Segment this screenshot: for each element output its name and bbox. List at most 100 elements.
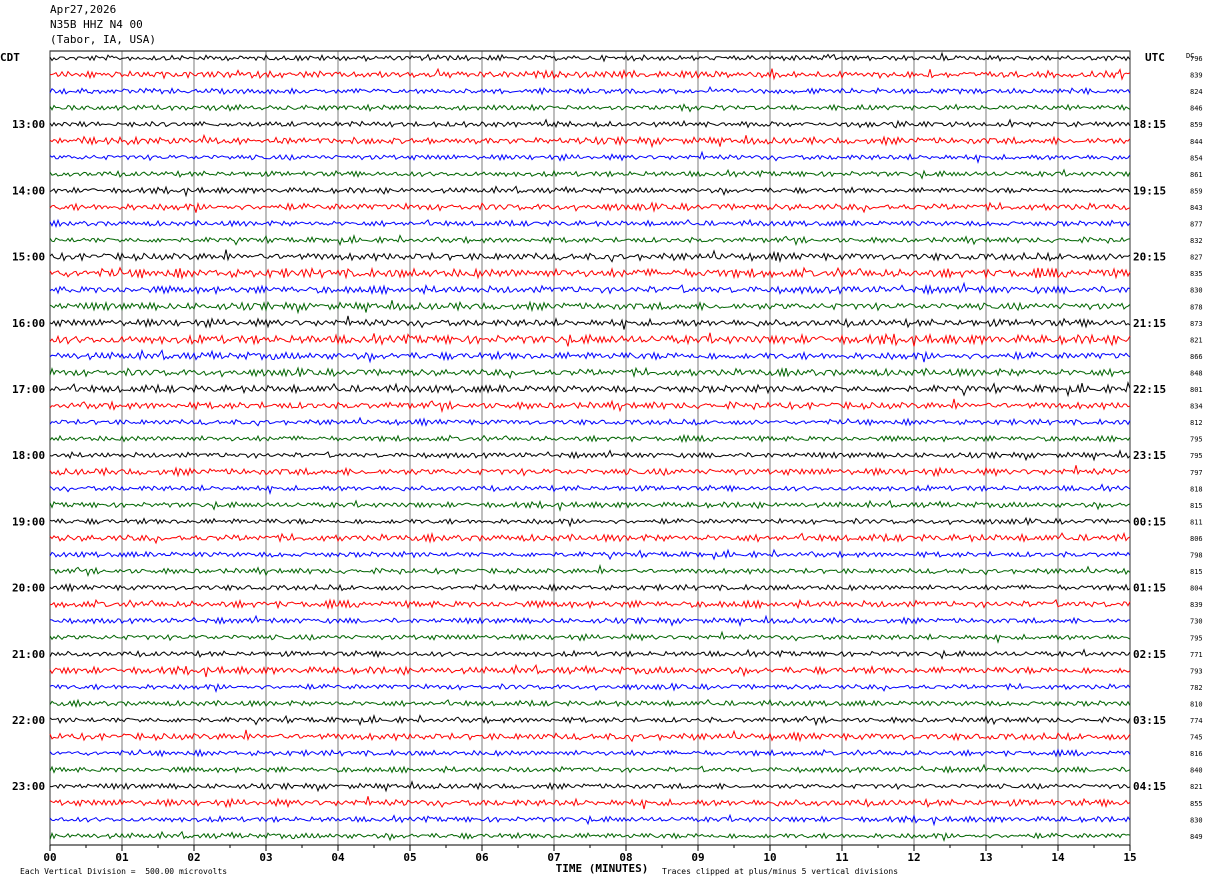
- hour-label-utc: 18:15: [1133, 118, 1166, 131]
- dc-offset-label: 795: [1190, 452, 1203, 460]
- trace-line: [49, 763, 1131, 774]
- x-tick-label: 08: [619, 851, 632, 864]
- dc-offset-label: 815: [1190, 502, 1203, 510]
- dc-offset-label: 873: [1190, 320, 1203, 328]
- dc-offset-label: 793: [1190, 667, 1203, 675]
- trace-line: [49, 582, 1131, 593]
- header-date: Apr27,2026: [50, 3, 117, 16]
- dc-offset-label: 815: [1190, 568, 1203, 576]
- trace-line: [49, 366, 1131, 380]
- trace-line: [49, 698, 1131, 708]
- hour-label-cdt: 15:00: [12, 251, 45, 264]
- plot-frame: [49, 50, 1131, 846]
- dc-offset-label: 855: [1190, 800, 1203, 808]
- hour-label-cdt: 20:00: [12, 582, 45, 595]
- dc-offset-label: 797: [1190, 469, 1203, 477]
- dc-offset-label: 830: [1190, 287, 1203, 295]
- x-tick-label: 07: [547, 851, 560, 864]
- trace-line: [49, 67, 1131, 81]
- hour-label-cdt: 17:00: [12, 383, 45, 396]
- x-tick-label: 04: [331, 851, 345, 864]
- trace-line: [49, 218, 1131, 229]
- x-tick-label: 01: [115, 851, 129, 864]
- dc-offset-label: 774: [1190, 717, 1203, 725]
- x-tick-label: 09: [691, 851, 704, 864]
- trace-line: [49, 748, 1131, 758]
- x-tick-label: 10: [763, 851, 776, 864]
- hour-label-utc: 22:15: [1133, 383, 1166, 396]
- dc-offset-label: 861: [1190, 171, 1203, 179]
- trace-line: [49, 433, 1131, 444]
- trace-line: [49, 85, 1131, 96]
- dc-offset-label: 795: [1190, 436, 1203, 444]
- left-timezone-label: CDT: [0, 51, 20, 64]
- trace-line: [49, 168, 1131, 180]
- trace-line: [49, 499, 1131, 512]
- hour-label-cdt: 23:00: [12, 780, 45, 793]
- header-station: N35B HHZ N4 00: [50, 18, 143, 31]
- hour-label-cdt: 19:00: [12, 515, 45, 528]
- hour-label-utc: 01:15: [1133, 582, 1166, 595]
- dc-offset-label: 798: [1190, 552, 1203, 560]
- trace-line: [49, 516, 1131, 528]
- trace-line: [49, 201, 1131, 214]
- dc-offset-label: 866: [1190, 353, 1203, 361]
- scale-note: Each Vertical Division = 500.00 microvol…: [20, 867, 228, 876]
- trace-line: [49, 266, 1131, 280]
- trace-line: [49, 332, 1131, 347]
- trace-line: [49, 465, 1131, 478]
- dc-offset-label: 812: [1190, 419, 1203, 427]
- trace-line: [49, 380, 1131, 398]
- trace-line: [49, 300, 1131, 315]
- dc-offset-label: 801: [1190, 386, 1203, 394]
- trace-line: [49, 830, 1131, 843]
- trace-line: [49, 663, 1131, 678]
- dc-offset-label: 782: [1190, 684, 1203, 692]
- trace-line: [49, 185, 1131, 198]
- x-tick-label: 06: [475, 851, 489, 864]
- dc-offset-label: 804: [1190, 585, 1203, 593]
- dc-offset-label: 796: [1190, 55, 1203, 63]
- dc-offset-label: 839: [1190, 601, 1203, 609]
- trace-line: [49, 398, 1131, 414]
- dc-offset-label: 844: [1190, 138, 1203, 146]
- dc-offset-label: 771: [1190, 651, 1203, 659]
- trace-line: [49, 416, 1131, 427]
- dc-offset-label: 839: [1190, 72, 1203, 80]
- x-tick-label: 13: [979, 851, 992, 864]
- dc-offset-label: 818: [1190, 485, 1203, 493]
- trace-line: [49, 713, 1131, 727]
- hour-label-utc: 23:15: [1133, 449, 1166, 462]
- dc-offset-label: 824: [1190, 88, 1203, 96]
- dc-offset-label: 877: [1190, 221, 1203, 229]
- dc-offset-label: 821: [1190, 783, 1203, 791]
- x-tick-label: 03: [259, 851, 272, 864]
- trace-line: [49, 233, 1131, 247]
- x-axis-title: TIME (MINUTES): [556, 862, 649, 875]
- hour-label-cdt: 22:00: [12, 714, 45, 727]
- dc-offset-label: 830: [1190, 816, 1203, 824]
- trace-line: [49, 614, 1131, 627]
- trace-line: [49, 796, 1131, 810]
- dc-offset-label: 859: [1190, 121, 1203, 129]
- hour-label-cdt: 18:00: [12, 449, 45, 462]
- trace-line: [49, 449, 1131, 462]
- dc-offset-label: 843: [1190, 204, 1203, 212]
- header-location: (Tabor, IA, USA): [50, 33, 156, 46]
- x-tick-label: 14: [1051, 851, 1065, 864]
- trace-line: [49, 249, 1131, 264]
- hour-label-utc: 02:15: [1133, 648, 1166, 661]
- trace-line: [49, 682, 1131, 694]
- dc-column-label: DC: [1186, 52, 1194, 60]
- dc-offset-label: 878: [1190, 303, 1203, 311]
- right-timezone-label: UTC: [1145, 51, 1165, 64]
- hour-label-cdt: 13:00: [12, 118, 45, 131]
- trace-line: [49, 563, 1131, 578]
- trace-line: [49, 348, 1131, 364]
- trace-line: [49, 548, 1131, 561]
- x-tick-label: 02: [187, 851, 200, 864]
- dc-offset-label: 811: [1190, 518, 1203, 526]
- dc-offset-label: 806: [1190, 535, 1203, 543]
- trace-line: [49, 630, 1131, 644]
- dc-offset-label: 840: [1190, 767, 1203, 775]
